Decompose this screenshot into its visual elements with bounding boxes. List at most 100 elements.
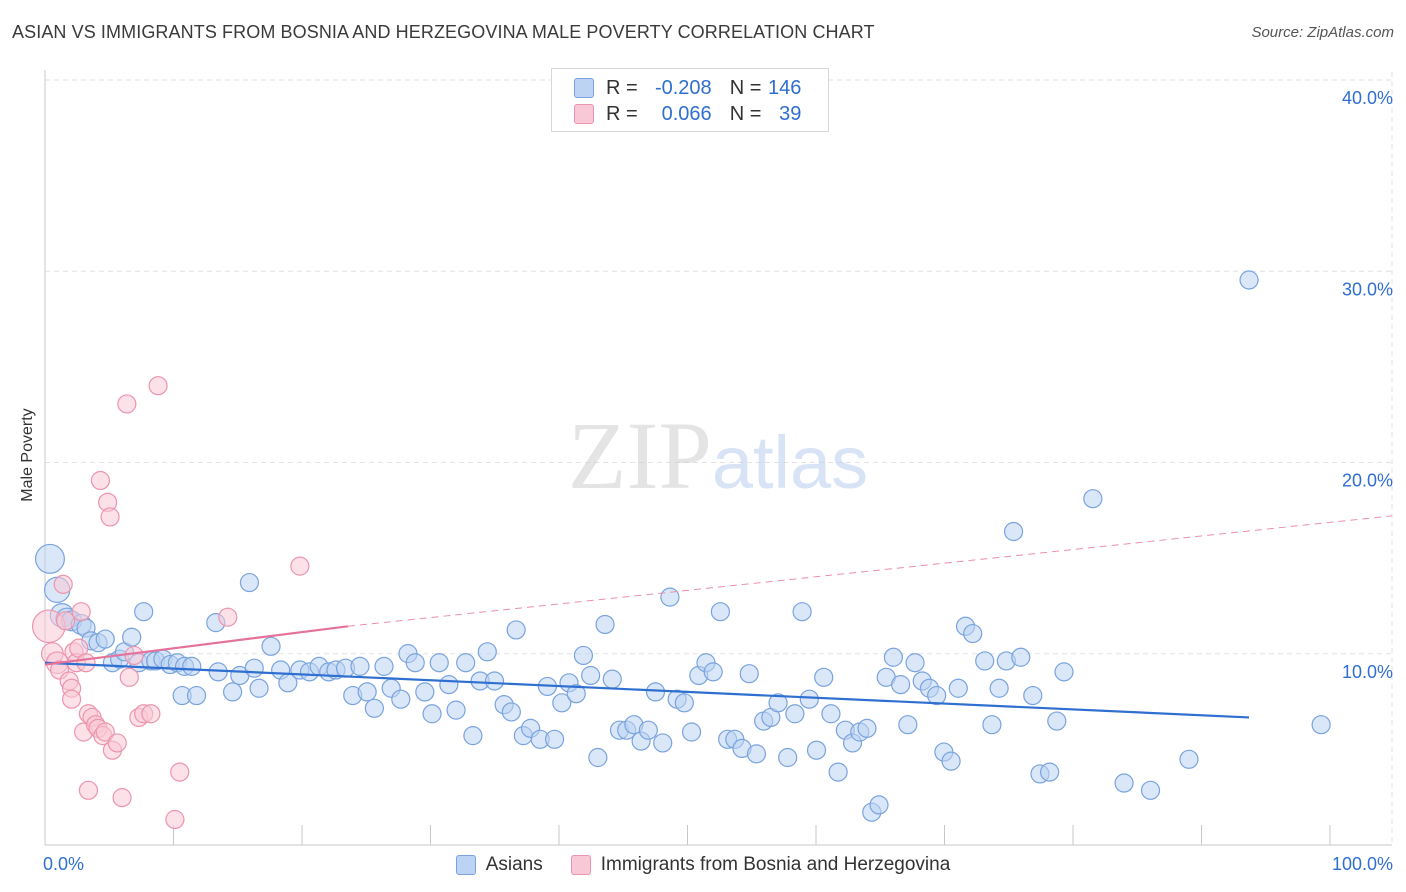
asians-point <box>905 653 925 673</box>
asians-point <box>501 702 521 722</box>
asians-point <box>778 747 798 768</box>
asians-point <box>638 720 658 740</box>
legend-n-label: N = <box>729 102 762 125</box>
asians-point <box>739 664 759 684</box>
asians-point <box>261 636 281 656</box>
asians-point <box>785 704 805 724</box>
asians-point <box>948 678 968 698</box>
bosnia-point <box>218 607 238 627</box>
asians-point <box>792 602 812 622</box>
asians-point <box>883 647 904 667</box>
asians-point <box>898 715 918 735</box>
asians-point <box>828 762 848 782</box>
legend-item-asians[interactable]: Asians <box>455 854 543 876</box>
asians-point <box>581 665 601 686</box>
bosnia-point <box>90 470 111 491</box>
asians-point <box>814 667 834 687</box>
asians-point <box>703 662 723 682</box>
axes <box>44 70 1392 846</box>
x-tick-label: 0.0% <box>43 854 84 874</box>
asians-point <box>653 733 673 753</box>
bosnia-point <box>100 507 120 527</box>
asians-point <box>1040 762 1060 782</box>
bosnia-point <box>141 704 161 724</box>
asians-point <box>477 642 497 662</box>
legend-n-label: N = <box>729 76 762 99</box>
asians-swatch <box>455 855 476 875</box>
asians-point <box>134 602 154 622</box>
asians-point <box>552 693 572 713</box>
asians-point <box>1047 711 1067 731</box>
bosnia-point <box>78 780 99 800</box>
asians-point <box>982 715 1002 735</box>
asians-point <box>1239 270 1259 290</box>
asians-point <box>1023 685 1043 706</box>
asians-point <box>602 669 622 689</box>
asians-point <box>544 729 565 749</box>
asians-point <box>122 627 142 647</box>
bosnia-point <box>53 574 73 594</box>
asians-point <box>506 620 526 640</box>
bosnia-point <box>117 394 137 414</box>
bosnia-trend-extension <box>347 515 1393 627</box>
asians-point <box>768 693 788 713</box>
y-tick-label: 30.0% <box>1342 279 1393 299</box>
asians-point <box>391 689 411 709</box>
asians-point <box>1083 489 1103 509</box>
asians-point <box>1311 715 1331 735</box>
asians-point <box>1003 521 1024 542</box>
asians-point <box>595 614 615 635</box>
legend-item-label: Immigrants from Bosnia and Herzegovina <box>600 854 951 875</box>
asians-point <box>186 685 207 706</box>
asians-point <box>681 722 702 742</box>
asians-point <box>1011 647 1031 667</box>
asians-point <box>405 653 425 673</box>
asians-point <box>869 795 889 815</box>
asians-point <box>891 675 911 695</box>
asians-point <box>857 718 877 738</box>
asians-swatch <box>574 78 594 98</box>
asians-point <box>821 704 841 724</box>
asians-point <box>963 623 983 644</box>
bosnia-point <box>107 733 127 753</box>
y-tick-label: 10.0% <box>1342 662 1393 682</box>
legend-item-label: Asians <box>485 854 543 875</box>
asians-point <box>1179 749 1199 769</box>
bosnia-swatch <box>574 104 594 124</box>
asians-point <box>95 629 115 649</box>
legend-n-value: 146 <box>768 76 802 99</box>
bosnia-point <box>148 376 168 396</box>
asians-point <box>463 726 483 746</box>
trend-lines <box>44 515 1393 719</box>
legend-n-value: 39 <box>779 102 802 125</box>
asians-point <box>364 698 384 718</box>
legend-r-label: R = <box>606 102 638 125</box>
bosnia-swatch <box>570 855 591 875</box>
chart-title: ASIAN VS IMMIGRANTS FROM BOSNIA AND HERZ… <box>12 22 875 42</box>
y-tick-label: 40.0% <box>1342 88 1393 108</box>
series-legend: Asians Immigrants from Bosnia and Herzeg… <box>0 852 1406 878</box>
asians-point <box>566 684 586 704</box>
legend-row-bosnia: R = 0.066 N = 39 <box>574 102 801 126</box>
asians-point <box>645 682 666 702</box>
asians-point <box>975 651 995 671</box>
legend-row-asians: R = -0.208 N = 146 <box>574 76 801 100</box>
asians-point <box>660 587 680 607</box>
asians-point <box>799 689 819 709</box>
asians-point <box>357 682 377 702</box>
asians-point <box>244 658 264 678</box>
asians-point <box>746 744 767 764</box>
data-points <box>31 270 1331 830</box>
legend-item-bosnia[interactable]: Immigrants from Bosnia and Herzegovina <box>570 854 951 876</box>
asians-point <box>446 700 466 720</box>
bosnia-point <box>71 602 91 622</box>
asians-point <box>927 685 947 706</box>
bosnia-point <box>55 611 76 631</box>
asians-point <box>674 693 694 713</box>
legend-r-value: -0.208 <box>654 76 712 99</box>
grid-lines <box>45 72 1393 845</box>
bosnia-point <box>165 809 185 830</box>
asians-point <box>429 653 449 673</box>
asians-point <box>439 675 459 695</box>
